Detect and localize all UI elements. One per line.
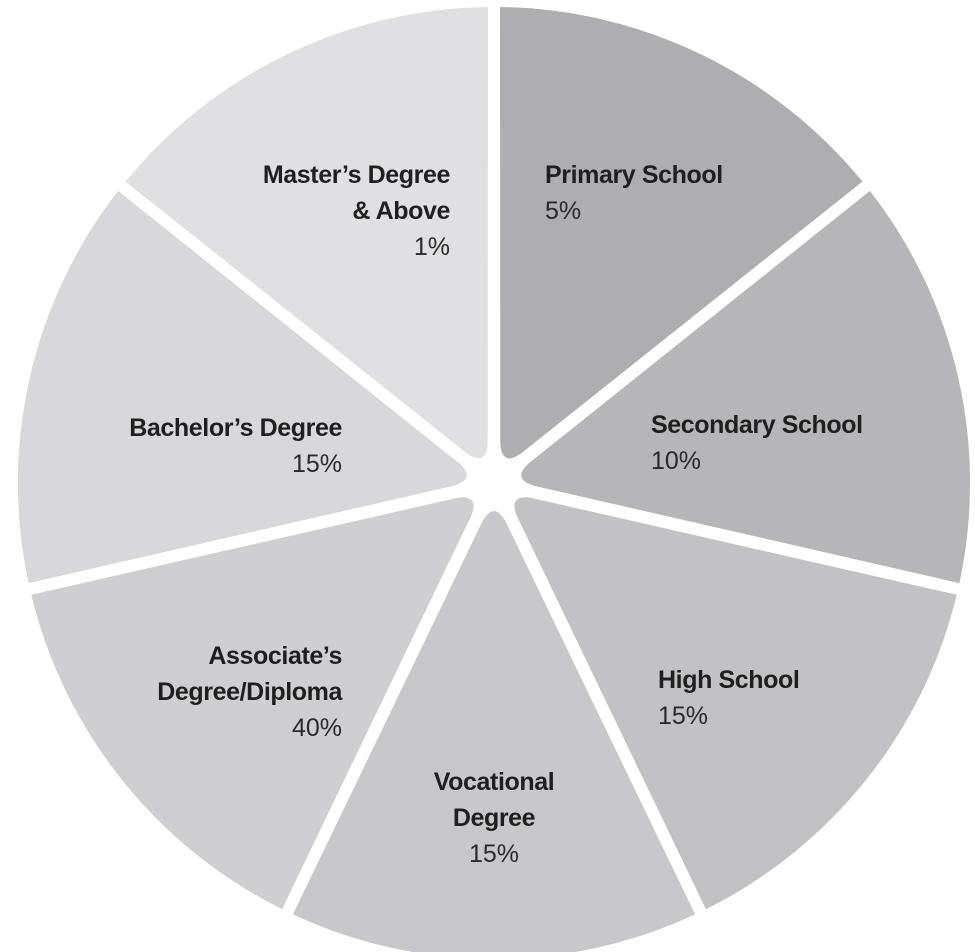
slice-label-6: Bachelor’s Degree 15%: [129, 414, 343, 478]
slice-label-3: High School 15%: [658, 666, 800, 730]
pie-slice-3: [514, 497, 957, 910]
slice-value-label: 1%: [414, 233, 450, 261]
pie-labels: Primary School 5% Secondary School 10% High …: [129, 161, 863, 868]
slice-value-label: 15%: [292, 450, 342, 478]
slice-label-2: Secondary School 10%: [651, 411, 863, 475]
slice-category-label: Degree/Diploma: [157, 678, 343, 706]
slice-category-label: Vocational: [434, 768, 555, 796]
slice-category-label: Degree: [453, 804, 536, 832]
slice-category-label: Primary School: [545, 161, 723, 189]
slice-category-label: Secondary School: [651, 411, 863, 439]
slice-category-label: Bachelor’s Degree: [129, 414, 342, 442]
slice-value-label: 40%: [292, 714, 342, 742]
slice-label-7: Master’s Degree & Above 1%: [263, 161, 451, 261]
slice-label-1: Primary School 5%: [545, 161, 723, 225]
slice-value-label: 15%: [658, 702, 708, 730]
slice-label-4: Vocational Degree 15%: [434, 768, 555, 868]
slice-category-label: Associate’s: [208, 642, 342, 670]
slice-category-label: High School: [658, 666, 799, 694]
pie-slice-1: [500, 7, 863, 459]
slice-value-label: 10%: [651, 447, 701, 475]
slice-label-5: Associate’s Degree/Diploma 40%: [157, 642, 344, 742]
pie-slice-2: [521, 190, 971, 584]
pie-wedges: [17, 7, 971, 952]
slice-value-label: 5%: [545, 197, 581, 225]
slice-category-label: & Above: [352, 197, 450, 225]
pie-slice-4: [292, 511, 696, 952]
pie-slice-6: [17, 190, 467, 584]
slice-value-label: 15%: [469, 840, 519, 868]
slice-category-label: Master’s Degree: [263, 161, 451, 189]
pie-slice-5: [31, 497, 474, 910]
pie-slice-7: [125, 7, 488, 459]
